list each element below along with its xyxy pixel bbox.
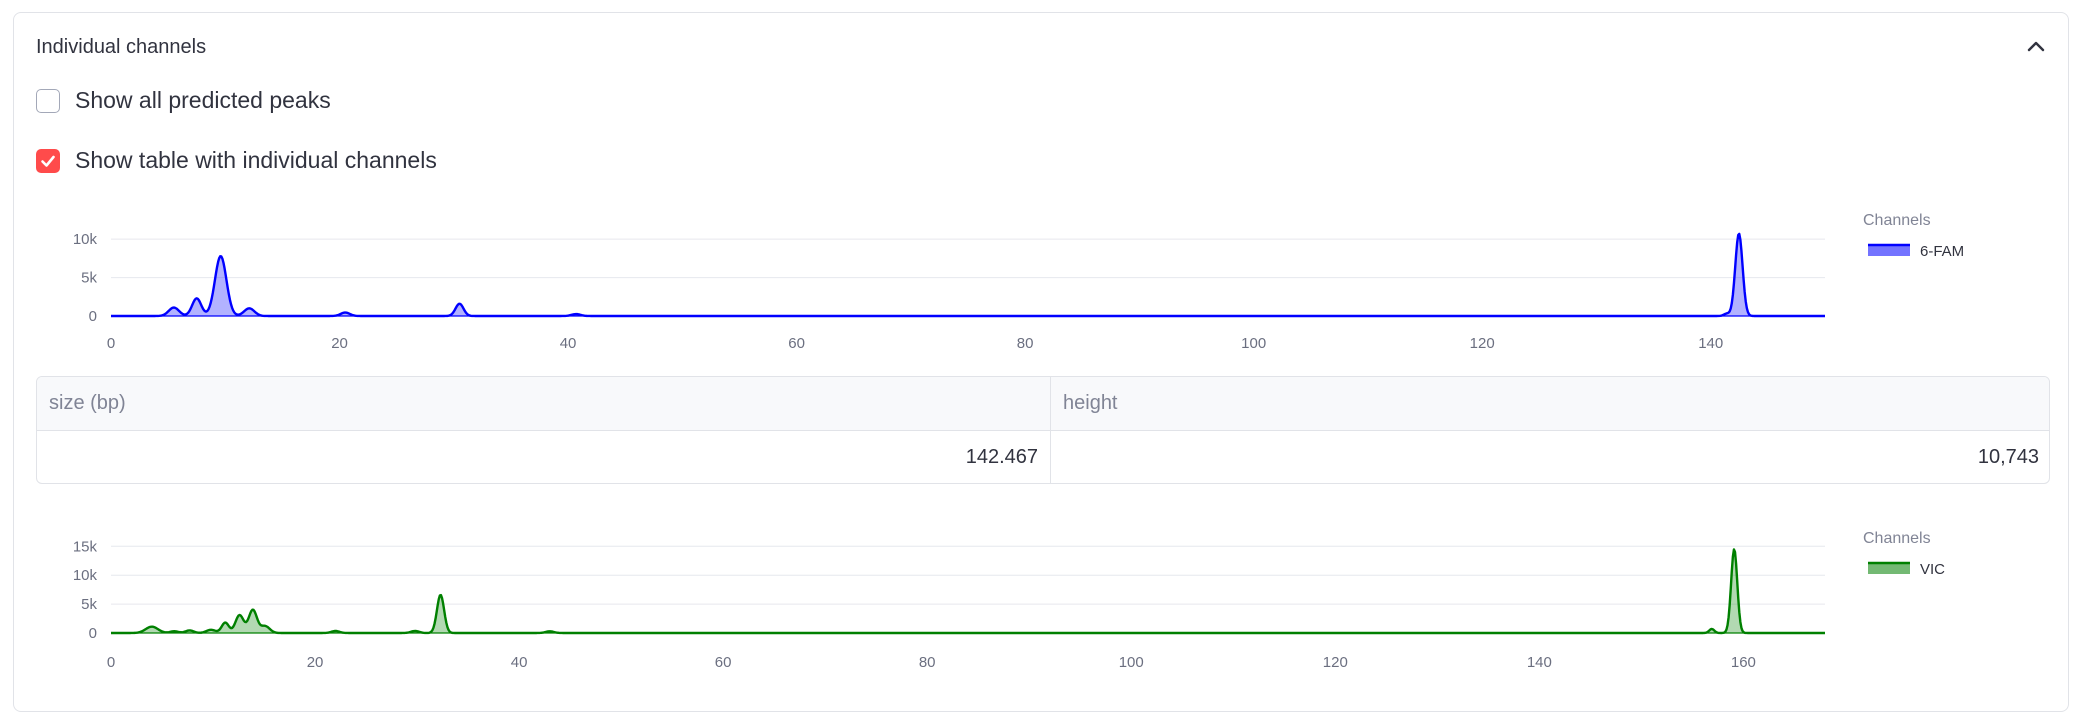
peak-point [187,628,192,633]
series-area [111,233,1825,316]
expander-title[interactable]: Individual channels [36,36,207,58]
x-tick-label: 100 [1241,335,1266,352]
y-tick-label: 15k [73,538,98,555]
checkbox-label: Show table with individual channels [75,147,437,173]
peak-point [1709,626,1714,631]
legend-label[interactable]: VIC [1920,561,1945,578]
table-header-height[interactable]: height [1063,392,1118,414]
x-tick-label: 160 [1731,654,1756,671]
legend-title: Channels [1863,530,1931,547]
peak-point [1736,231,1741,236]
x-tick-label: 60 [715,654,732,671]
table-cell-size[interactable]: 142.467 [965,446,1038,468]
y-tick-label: 5k [81,270,97,287]
checkbox-unchecked[interactable] [36,88,60,113]
peak-point [194,296,199,301]
show-all-peaks-checkbox[interactable]: Show all predicted peaks [36,87,331,114]
checkbox-label: Show all predicted peaks [75,87,331,113]
x-tick-label: 120 [1470,335,1495,352]
6-fam-chart: 0 5k 10k 0 20 40 60 80 100 120 140 Channels 6-FAM [73,212,1964,352]
chevron-up-icon[interactable] [2024,34,2048,58]
legend-label[interactable]: 6-FAM [1920,243,1964,260]
peak-point [171,305,176,310]
peak-point [208,627,213,632]
peak-point [438,592,443,597]
x-tick-label: 40 [511,654,528,671]
x-tick-label: 80 [1017,335,1034,352]
table-header-size[interactable]: size (bp) [49,392,126,414]
legend-swatch [1868,243,1910,256]
checkmark-icon [41,155,55,167]
peak-point [1732,547,1737,552]
show-table-checkbox[interactable]: Show table with individual channels [36,147,437,174]
y-tick-label: 0 [89,625,97,642]
series-line [110,548,1826,635]
vic-chart: 0 5k 10k 15k 0 20 40 60 80 100 120 140 160 Channels VI… [73,530,1945,671]
x-tick-label: 20 [307,654,324,671]
peak-point [263,624,268,629]
x-tick-label: 0 [107,654,115,671]
legend-title: Channels [1863,212,1931,229]
y-tick-label: 10k [73,567,98,584]
peak-point [343,310,348,315]
peak-point [149,624,154,629]
table-header-row [37,377,2049,431]
x-tick-label: 20 [331,335,348,352]
x-tick-label: 80 [919,654,936,671]
x-tick-label: 40 [560,335,577,352]
x-tick-label: 100 [1119,654,1144,671]
peak-point [247,306,252,311]
x-tick-label: 120 [1323,654,1348,671]
peak-point [237,613,242,618]
peak-point [250,607,255,612]
x-tick-label: 60 [788,335,805,352]
checkbox-checked[interactable] [36,148,60,173]
peak-point [457,301,462,306]
series-line [110,232,1826,318]
y-tick-label: 5k [81,596,97,613]
peak-point [223,620,228,625]
x-tick-label: 0 [107,335,115,352]
peaks-table: size (bp) height 142.467 10,743 [36,376,2050,484]
series-area [111,549,1825,633]
x-tick-label: 140 [1527,654,1552,671]
legend-swatch [1868,561,1910,574]
x-tick-label: 140 [1698,335,1723,352]
y-tick-label: 0 [89,308,97,325]
column-divider [1050,377,1051,483]
table-cell-height[interactable]: 10,743 [1977,446,2039,468]
y-tick-label: 10k [73,231,98,248]
peak-point [218,254,223,259]
